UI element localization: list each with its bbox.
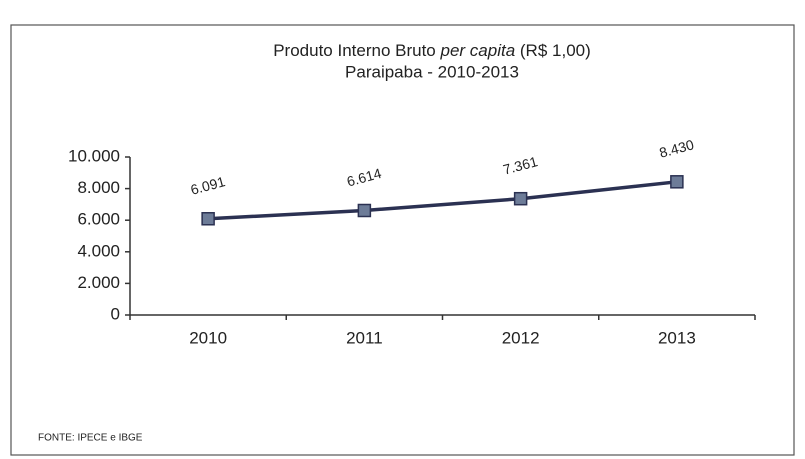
title-part: (R$ 1,00) — [515, 41, 591, 60]
x-tick-label: 2013 — [658, 328, 696, 347]
x-tick-label: 2012 — [502, 328, 540, 347]
data-point — [670, 175, 684, 189]
title-part: per capita — [440, 41, 516, 60]
y-tick-label: 2.000 — [77, 273, 120, 292]
y-tick-label: 4.000 — [77, 241, 120, 260]
x-tick-label: 2011 — [346, 328, 383, 347]
chart-subtitle: Paraipaba - 2010-2013 — [345, 62, 519, 81]
x-tick-label: 2010 — [189, 328, 227, 347]
chart-title: Produto Interno Bruto per capita (R$ 1,0… — [273, 41, 591, 60]
data-line — [208, 180, 678, 221]
data-point — [357, 203, 372, 218]
y-tick-label: 8.000 — [77, 178, 120, 197]
chart-frame — [10, 24, 795, 456]
y-tick-label: 0 — [111, 304, 120, 323]
title-part: Produto Interno Bruto — [273, 41, 440, 60]
y-tick-label: 10.000 — [68, 146, 120, 165]
source-note: FONTE: IPECE e IBGE — [38, 433, 143, 444]
data-point — [201, 212, 215, 226]
y-tick-label: 6.000 — [77, 210, 120, 229]
data-point — [513, 191, 528, 206]
